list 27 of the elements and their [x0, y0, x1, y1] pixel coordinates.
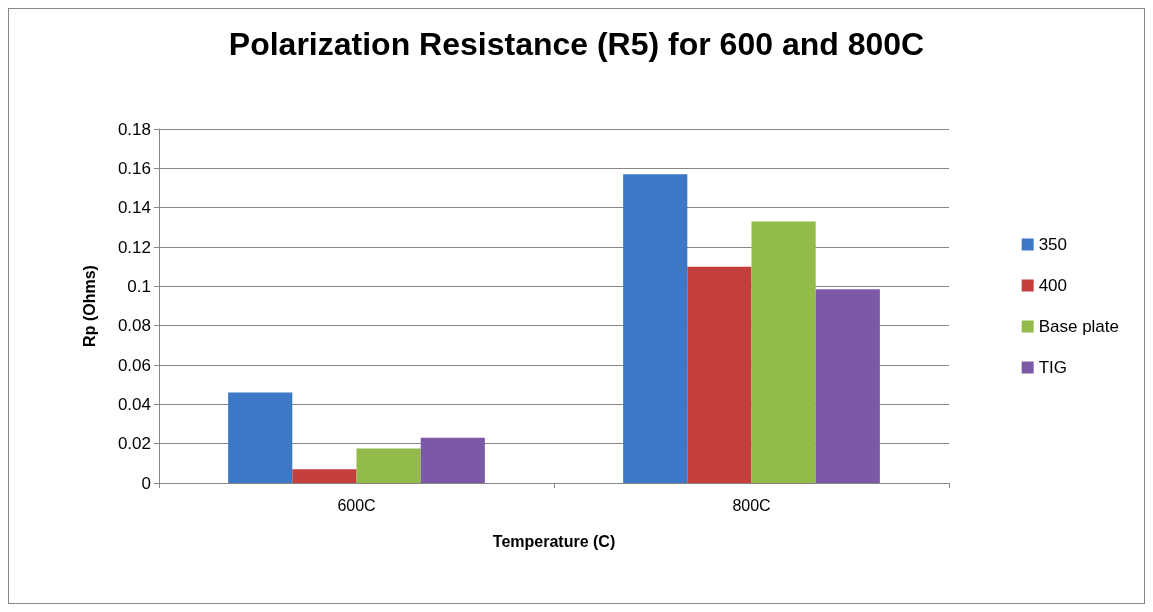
- bar: [751, 221, 816, 483]
- y-tick-label: 0: [141, 473, 151, 493]
- y-tick-label: 0.16: [117, 158, 151, 178]
- legend-label: TIG: [1038, 358, 1068, 377]
- y-tick-label: 0.18: [117, 119, 151, 139]
- y-tick-label: 0.06: [117, 355, 151, 375]
- y-axis-title: Rp (Ohms): [80, 265, 98, 347]
- y-tick-label: 0.02: [117, 434, 151, 454]
- y-tick-label: 0.08: [117, 316, 151, 336]
- x-axis-title: Temperature (C): [492, 532, 616, 550]
- bar: [623, 174, 688, 483]
- bar: [420, 437, 485, 483]
- legend-label: 400: [1038, 276, 1068, 295]
- bar: [228, 392, 293, 483]
- legend-label: Base plate: [1038, 317, 1120, 336]
- y-tick-label: 0.04: [117, 394, 151, 414]
- legend-label: 350: [1038, 235, 1068, 254]
- x-tick-label: 600C: [337, 496, 376, 514]
- y-tick-label: 0.14: [117, 198, 151, 218]
- bar: [687, 266, 752, 483]
- bar: [292, 469, 357, 483]
- chart-title: Polarization Resistance (R5) for 600 and 800C: [228, 26, 925, 62]
- x-tick-label: 800C: [732, 496, 771, 514]
- y-tick-label: 0.1: [127, 276, 151, 296]
- bar: [356, 448, 421, 483]
- y-tick-label: 0.12: [117, 237, 151, 257]
- bar: [815, 289, 880, 483]
